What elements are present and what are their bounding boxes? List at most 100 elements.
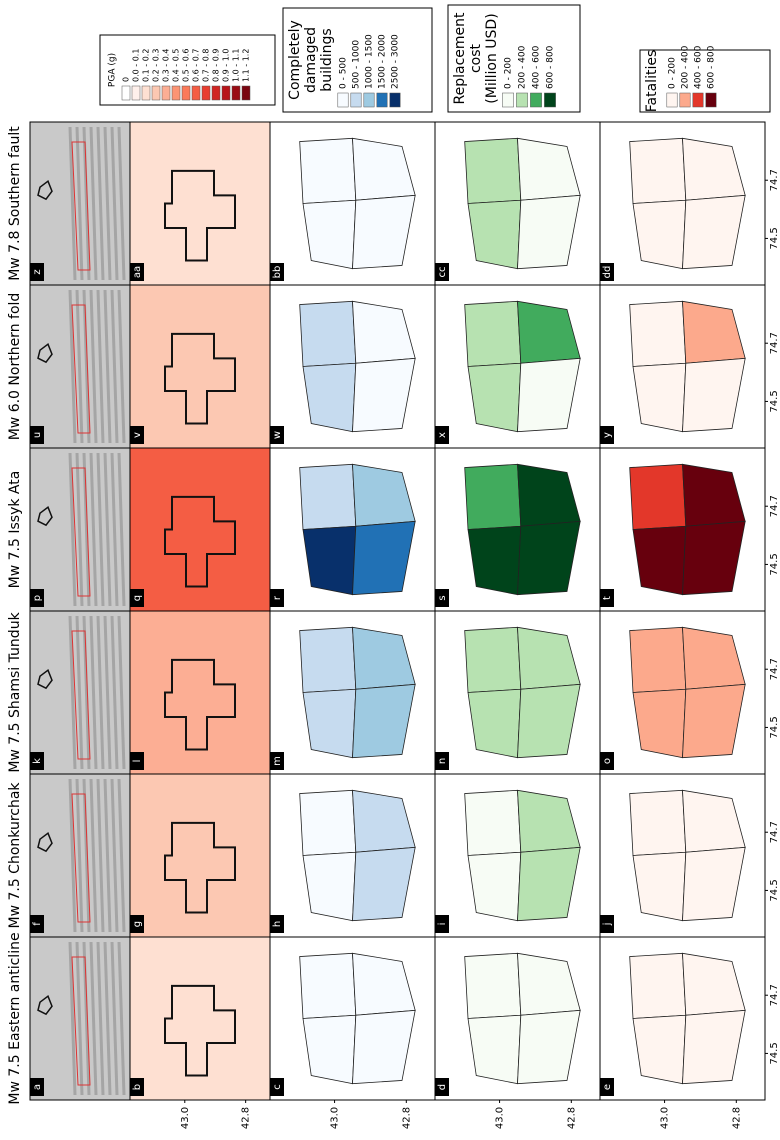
panel-letter: aa — [130, 263, 144, 281]
panel-letter: u — [30, 426, 44, 444]
district — [465, 790, 521, 855]
legend-title: damaged — [303, 27, 319, 93]
lon-tick-label: 74.7 — [769, 658, 780, 680]
panel: e — [600, 937, 765, 1100]
legend-label: 0.2 - 0.3 — [152, 49, 161, 82]
district — [468, 852, 521, 920]
lon-tick-label: 74.5 — [769, 390, 780, 412]
panel-letter: s — [435, 589, 449, 607]
district — [303, 1015, 356, 1083]
letter: u — [32, 432, 43, 438]
letter: j — [602, 923, 613, 927]
letter: bb — [272, 266, 283, 279]
lat-tick-label: 42.8 — [731, 1107, 742, 1129]
letter: a — [32, 1084, 43, 1090]
lat-tick-label: 43.0 — [330, 1107, 341, 1129]
legend-swatch — [202, 86, 210, 100]
panel-letter: q — [130, 589, 144, 607]
panel-letter: z — [30, 263, 44, 281]
legend-swatch — [232, 86, 240, 100]
legend-swatch — [212, 86, 220, 100]
district — [303, 526, 356, 594]
scenario-title: Mw 7.5 Eastern anticline — [7, 932, 23, 1104]
legend-label: 0.0 - 0.1 — [132, 49, 141, 82]
district — [465, 138, 521, 203]
panel-letter: n — [435, 752, 449, 770]
panel-letter: p — [30, 589, 44, 607]
panel-letter: m — [270, 752, 284, 770]
panel: p — [30, 448, 130, 611]
legend-swatch — [693, 93, 703, 107]
panel-letter: g — [130, 915, 144, 933]
district — [303, 200, 356, 268]
panel-letter: l — [130, 752, 144, 770]
lon-tick-label: 74.5 — [769, 879, 780, 901]
panel-letter: t — [600, 589, 614, 607]
legend: Replacementcost(Million USD)0 - 200200 -… — [448, 5, 580, 112]
panel-letter: a — [30, 1078, 44, 1096]
district — [633, 852, 686, 920]
letter: g — [132, 921, 143, 927]
panel-letter: v — [130, 426, 144, 444]
panel-letter: k — [30, 752, 44, 770]
district — [303, 689, 356, 757]
district — [633, 363, 686, 431]
panel: u — [30, 285, 130, 448]
panel-letter: c — [270, 1078, 284, 1096]
lon-tick-label: 74.5 — [769, 227, 780, 249]
panel: z — [30, 122, 130, 285]
scenario-title: Mw 7.5 Shamsi Tunduk — [7, 611, 23, 772]
legend-swatch — [222, 86, 230, 100]
district — [468, 1015, 521, 1083]
legend-swatch — [706, 93, 716, 107]
panel: q — [130, 448, 270, 611]
legend-label: 1.1 - 1.2 — [242, 49, 251, 82]
district — [630, 790, 686, 855]
lon-tick-label: 74.7 — [769, 169, 780, 191]
legend-swatch — [530, 93, 541, 107]
legend-swatch — [364, 93, 374, 107]
legend-label: 0 — [122, 77, 131, 82]
legend-swatch — [377, 93, 387, 107]
legend-swatch — [242, 86, 250, 100]
panel: r — [270, 448, 435, 611]
letter: n — [437, 758, 448, 764]
scenario-title: Mw 7.8 Southern fault — [7, 126, 23, 281]
panel: b — [130, 937, 270, 1100]
legend-swatch — [516, 93, 527, 107]
letter: f — [32, 922, 43, 926]
letter: s — [437, 595, 448, 600]
letter: dd — [602, 266, 613, 279]
panel: k — [30, 611, 130, 774]
panel-letter: o — [600, 752, 614, 770]
panel: a — [30, 937, 130, 1100]
legend-label: 0 - 200 — [668, 57, 678, 89]
panel: w — [270, 285, 435, 448]
legend-label: 200 - 400 — [681, 45, 691, 89]
legend-swatch — [502, 93, 513, 107]
legend-label: 1.0 - 1.1 — [232, 49, 241, 82]
panel: s — [435, 448, 600, 611]
panel: dd — [600, 122, 765, 285]
panel: aa — [130, 122, 270, 285]
legend-label: 0.8 - 0.9 — [212, 49, 221, 82]
district — [468, 200, 521, 268]
letter: q — [132, 595, 143, 601]
district — [468, 526, 521, 594]
letter: v — [132, 432, 143, 438]
district — [633, 1015, 686, 1083]
panel-letter: w — [270, 426, 284, 444]
letter: h — [272, 921, 283, 927]
district — [303, 852, 356, 920]
panel-letter: y — [600, 426, 614, 444]
legend-label: 0.6 - 0.7 — [192, 49, 201, 82]
lat-tick-label: 43.0 — [660, 1107, 671, 1129]
district — [630, 301, 686, 366]
panel-letter: r — [270, 589, 284, 607]
lat-tick-label: 43.0 — [180, 1107, 191, 1129]
panel: y — [600, 285, 765, 448]
legend-title: buildings — [319, 28, 335, 91]
legend-title: Replacement — [452, 12, 468, 105]
lon-tick-label: 74.5 — [769, 1042, 780, 1064]
